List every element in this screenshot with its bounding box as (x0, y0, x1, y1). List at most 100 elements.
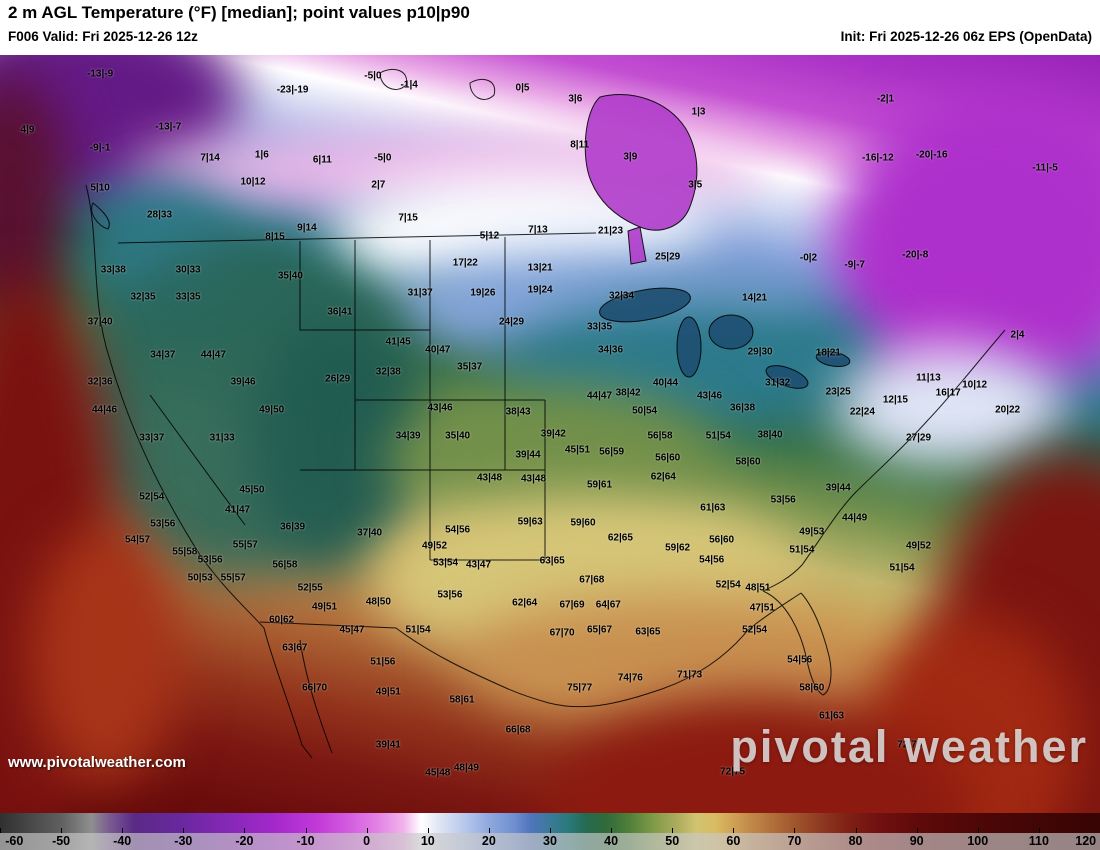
map-boundaries (85, 69, 1006, 759)
point-value: 51|54 (705, 430, 731, 442)
point-value: 53|56 (150, 518, 176, 530)
colorbar-tick-mark (611, 828, 613, 833)
colorbar-tick-label: 120 (1075, 834, 1097, 848)
point-value: 9|14 (297, 222, 317, 234)
point-value: 33|37 (139, 432, 165, 444)
point-value: 61|63 (819, 710, 845, 722)
colorbar-tick-label: -40 (113, 834, 132, 848)
point-value: 19|24 (527, 284, 553, 296)
point-value: 51|54 (789, 544, 815, 556)
colorbar-tick-mark (733, 828, 735, 833)
colorbar-tick-mark (794, 828, 796, 833)
point-values-layer: -13|-9 -23|-19 -5|0 -1|4 0|5 3|6 1|3 -2|1 4|9 -13… (0, 55, 1100, 813)
point-value: 21|23 (597, 225, 624, 237)
point-value: 58|60 (735, 456, 761, 468)
point-value: 72|75 (897, 739, 923, 751)
point-value: -20|-16 (915, 149, 948, 161)
point-value: 34|37 (150, 349, 176, 361)
colorbar-tick-mark (305, 828, 307, 833)
state-line (149, 394, 246, 526)
colorbar-tick-mark (183, 828, 185, 833)
point-value: 31|37 (407, 287, 433, 299)
colorbar-tick-label: 10 (420, 834, 435, 848)
point-value: 35|37 (457, 361, 483, 373)
colorbar-tick-label: 20 (481, 834, 496, 848)
point-value: 62|64 (650, 471, 676, 483)
point-value: 58|61 (449, 694, 475, 706)
point-value: 53|56 (437, 589, 463, 601)
new-england-cold-pocket (835, 350, 1065, 465)
point-value: -13|-9 (87, 68, 114, 80)
point-value: 44|49 (842, 512, 868, 524)
colorbar-tick-label: 30 (543, 834, 557, 848)
pacific-coastline (85, 184, 313, 759)
point-value: 5|12 (479, 230, 500, 242)
point-value: -20|-8 (902, 249, 929, 261)
header-subrow: F006 Valid: Fri 2025-12-26 12z Init: Fri… (8, 29, 1092, 44)
point-value: 32|38 (375, 366, 401, 378)
colorbar-tick-mark (977, 828, 979, 833)
point-value: 50|53 (187, 572, 213, 584)
point-value: 60|62 (269, 614, 295, 626)
point-value: -2|1 (876, 93, 895, 105)
colorbar-tick-label: 90 (909, 834, 924, 848)
point-value: -5|0 (364, 70, 382, 82)
point-value: 52|54 (715, 579, 741, 591)
arctic-island (379, 69, 408, 90)
point-value: 59|62 (665, 542, 691, 554)
point-value: 67|69 (559, 599, 585, 611)
point-value: 38|43 (505, 406, 531, 418)
point-value: 32|34 (608, 290, 635, 302)
point-value: 31|32 (765, 377, 791, 389)
colorbar-tick-mark (244, 828, 246, 833)
point-value: 48|49 (453, 762, 479, 774)
point-value: 43|47 (465, 559, 492, 571)
colorbar-tick-label: -60 (5, 834, 24, 848)
point-value: 33|35 (175, 291, 201, 303)
point-value: 3|5 (688, 179, 703, 191)
point-value: 39|42 (540, 428, 566, 440)
point-value: 43|46 (427, 402, 453, 414)
lake-erie (765, 365, 809, 389)
arctic-island (469, 79, 496, 100)
point-value: 48|51 (745, 582, 771, 594)
point-value: 20|22 (995, 404, 1021, 416)
point-value: 64|67 (595, 599, 621, 611)
point-value: 38|40 (757, 429, 783, 441)
point-value: 62|65 (607, 532, 633, 544)
point-value: 61|63 (700, 502, 726, 514)
point-value: 52|54 (742, 624, 768, 636)
point-value: 18|21 (815, 347, 841, 359)
point-value: 49|52 (905, 540, 932, 552)
point-value: 44|47 (200, 349, 226, 361)
point-value: 13|21 (527, 262, 553, 274)
colorbar-tick-mark (1038, 828, 1040, 833)
point-value: 52|54 (139, 491, 165, 503)
colorbar-gradient (0, 813, 1100, 833)
point-value: -5|0 (374, 152, 392, 164)
point-value: 17|22 (452, 257, 478, 269)
point-value: 11|13 (916, 372, 941, 384)
point-value: 4|9 (20, 124, 35, 136)
point-value: 45|47 (339, 624, 365, 636)
point-value: 40|47 (425, 344, 451, 356)
point-value: 51|56 (370, 656, 396, 668)
point-value: 39|44 (825, 482, 851, 494)
point-value: 16|17 (935, 387, 961, 399)
point-value: 27|29 (905, 432, 932, 444)
colorbar-label-overlay (0, 833, 1100, 850)
point-value: 6|11 (312, 154, 332, 166)
point-value: 3|9 (623, 151, 638, 163)
point-value: -11|-5 (1032, 162, 1058, 174)
page-title: 2 m AGL Temperature (°F) [median]; point… (8, 3, 470, 22)
point-value: 37|40 (87, 316, 113, 328)
point-value: 35|40 (445, 430, 471, 442)
point-value: 71|73 (677, 669, 703, 681)
point-value: 59|60 (570, 517, 596, 529)
temperature-map: -13|-9 -23|-19 -5|0 -1|4 0|5 3|6 1|3 -2|1 4|9 -13… (0, 55, 1100, 813)
point-value: 32|35 (130, 291, 156, 303)
point-value: 63|65 (635, 626, 661, 638)
gulf-coastline (548, 592, 802, 708)
point-value: 41|45 (385, 336, 411, 348)
point-value: 22|24 (849, 406, 875, 418)
